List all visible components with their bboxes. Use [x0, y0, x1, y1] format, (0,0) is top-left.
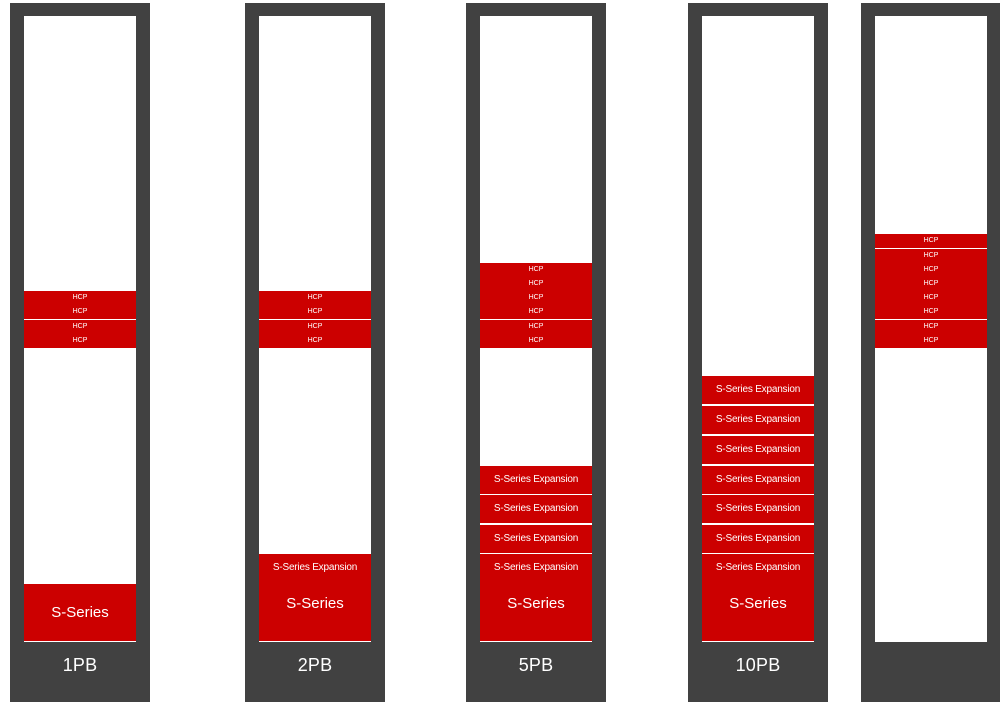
- hcp-unit: HCP HCP HCP HCP: [480, 263, 592, 319]
- hcp-slot: HCP: [923, 252, 939, 259]
- hcp-slot: HCP: [923, 308, 939, 315]
- hcp-slot: HCP: [528, 337, 544, 344]
- rack-interior: HCP HCP HCP HCP S-Series: [24, 16, 136, 642]
- s-series-expansion-unit: S-Series Expansion: [480, 525, 592, 553]
- s-series-label: S-Series: [507, 595, 565, 612]
- s-series-expansion-label: S-Series Expansion: [715, 562, 801, 573]
- s-series-base-unit: S-Series Expansion S-Series: [702, 554, 814, 641]
- hcp-unit: HCP HCP: [259, 320, 371, 348]
- hcp-unit: HCP: [875, 234, 987, 248]
- s-series-expansion-unit: S-Series Expansion: [480, 466, 592, 494]
- s-series-expansion-unit: S-Series Expansion: [702, 406, 814, 434]
- rack-interior: HCP HCP HCP HCP HCP HCP HCP HCP: [875, 16, 987, 642]
- s-series-expansion-unit: S-Series Expansion: [702, 436, 814, 464]
- rack-interior: S-Series Expansion S-Series Expansion S-…: [702, 16, 814, 642]
- hcp-slot: HCP: [923, 237, 939, 244]
- s-series-expansion-unit: S-Series Expansion: [702, 466, 814, 494]
- rack-interior: HCP HCP HCP HCP S-Series Expansion S-Ser…: [259, 16, 371, 642]
- rack-10pb: S-Series Expansion S-Series Expansion S-…: [688, 3, 828, 702]
- rack-hcp-only: HCP HCP HCP HCP HCP HCP HCP HCP: [861, 3, 1000, 702]
- s-series-base-unit: S-Series: [24, 584, 136, 641]
- s-series-expansion-unit: S-Series Expansion: [702, 376, 814, 404]
- hcp-slot: HCP: [307, 294, 323, 301]
- hcp-slot: HCP: [72, 294, 88, 301]
- hcp-unit: HCP HCP: [259, 291, 371, 319]
- rack-capacity-label: 5PB: [518, 655, 554, 675]
- hcp-slot: HCP: [72, 337, 88, 344]
- hcp-slot: HCP: [923, 280, 939, 287]
- hcp-slot: HCP: [307, 323, 323, 330]
- rack-5pb: HCP HCP HCP HCP HCP HCP S-Series Expansi…: [466, 3, 606, 702]
- s-series-label: S-Series: [51, 604, 109, 621]
- hcp-slot: HCP: [923, 294, 939, 301]
- hcp-slot: HCP: [307, 337, 323, 344]
- rack-2pb: HCP HCP HCP HCP S-Series Expansion S-Ser…: [245, 3, 385, 702]
- hcp-unit: HCP HCP HCP HCP HCP: [875, 249, 987, 319]
- hcp-unit: HCP HCP: [24, 291, 136, 319]
- rack-capacity-label: 1PB: [62, 655, 98, 675]
- hcp-slot: HCP: [528, 308, 544, 315]
- s-series-base-unit: S-Series Expansion S-Series: [259, 554, 371, 641]
- s-series-expansion-unit: S-Series Expansion: [702, 525, 814, 553]
- s-series-label: S-Series: [729, 595, 787, 612]
- s-series-label: S-Series: [286, 595, 344, 612]
- hcp-unit: HCP HCP: [480, 320, 592, 348]
- hcp-slot: HCP: [528, 280, 544, 287]
- hcp-slot: HCP: [72, 308, 88, 315]
- hcp-slot: HCP: [528, 266, 544, 273]
- hcp-unit: HCP HCP: [24, 320, 136, 348]
- hcp-slot: HCP: [923, 323, 939, 330]
- s-series-expansion-unit: S-Series Expansion: [702, 495, 814, 523]
- s-series-base-unit: S-Series Expansion S-Series: [480, 554, 592, 641]
- hcp-slot: HCP: [72, 323, 88, 330]
- rack-capacity-label: 10PB: [735, 655, 781, 675]
- s-series-expansion-unit: S-Series Expansion: [480, 495, 592, 523]
- hcp-slot: HCP: [528, 294, 544, 301]
- rack-1pb: HCP HCP HCP HCP S-Series 1PB: [10, 3, 150, 702]
- hcp-slot: HCP: [923, 266, 939, 273]
- rack-interior: HCP HCP HCP HCP HCP HCP S-Series Expansi…: [480, 16, 592, 642]
- hcp-unit: HCP HCP: [875, 320, 987, 348]
- rack-capacity-label: 2PB: [297, 655, 333, 675]
- hcp-slot: HCP: [307, 308, 323, 315]
- s-series-expansion-label: S-Series Expansion: [493, 562, 579, 573]
- s-series-expansion-label: S-Series Expansion: [272, 562, 358, 573]
- hcp-slot: HCP: [528, 323, 544, 330]
- hcp-slot: HCP: [923, 337, 939, 344]
